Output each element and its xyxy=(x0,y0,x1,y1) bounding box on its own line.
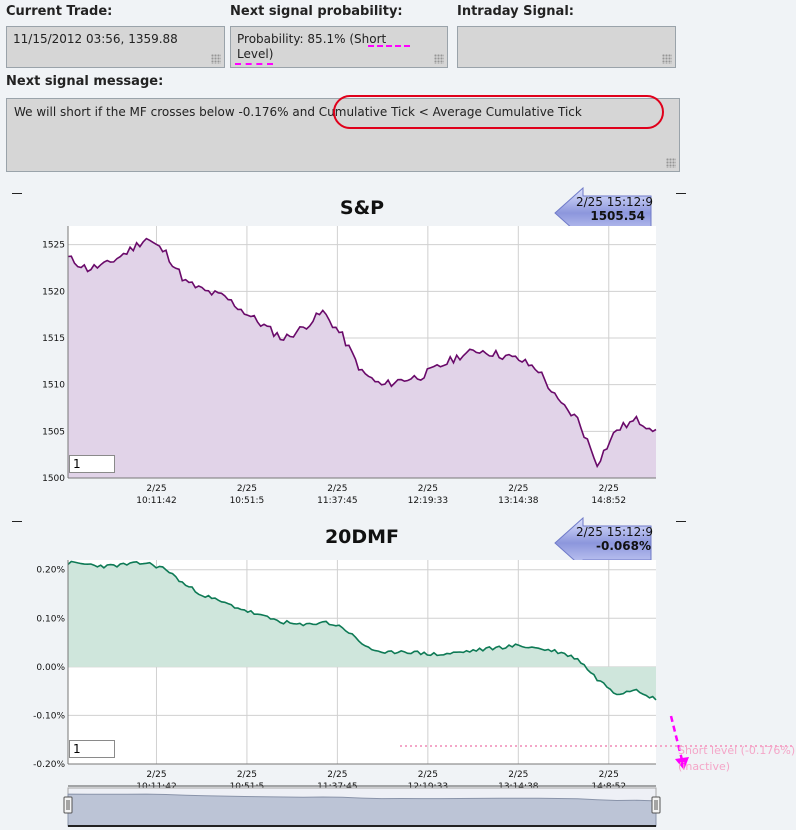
mf-series-line xyxy=(67,560,657,701)
probability-suffix: ) xyxy=(268,47,274,61)
mf-x-tick-time: 13:14:38 xyxy=(498,782,539,792)
mf-collapse-right-icon[interactable] xyxy=(676,521,686,522)
sp-x-tick-date: 2/25 xyxy=(508,484,528,494)
mf-chart-title: 20DMF xyxy=(324,526,400,548)
mf-x-tick-time: 10:51:5 xyxy=(230,782,265,792)
sp-area-fill xyxy=(68,238,656,478)
intraday-signal-field[interactable] xyxy=(457,26,676,68)
mf-x-tick-time: 11:37:45 xyxy=(317,782,357,792)
navigator-left-handle[interactable] xyxy=(63,796,73,814)
sp-y-tick-label: 1525 xyxy=(42,241,65,251)
sp-y-tick-label: 1500 xyxy=(42,474,65,484)
mf-x-tick-date: 2/25 xyxy=(146,770,166,780)
sp-y-tick-label: 1520 xyxy=(42,287,65,297)
resize-grip-icon[interactable] xyxy=(211,54,221,64)
sp-range-input[interactable] xyxy=(69,455,115,473)
sp-y-tick-label: 1515 xyxy=(42,334,65,344)
sp-x-tick-time: 14:8:52 xyxy=(591,496,626,506)
short-underline-annotation xyxy=(368,45,410,47)
probability-prefix: Probability: 85.1% ( xyxy=(237,32,355,46)
sp-x-tick-date: 2/25 xyxy=(237,484,257,494)
mf-collapse-left-icon[interactable] xyxy=(12,521,22,522)
mf-y-tick-label: 0.10% xyxy=(36,614,65,624)
mf-y-tick-label: -0.10% xyxy=(33,711,65,721)
mf-x-tick-date: 2/25 xyxy=(508,770,528,780)
mf-range-input[interactable] xyxy=(69,740,115,758)
sp-chart-title: S&P xyxy=(339,197,385,219)
next-signal-probability-field[interactable]: Probability: 85.1% (Short Level) xyxy=(230,26,448,68)
mf-badge-time: 2/25 15:12:9 xyxy=(575,525,653,539)
mf-area-fill xyxy=(68,561,656,700)
navigator-series-area xyxy=(67,793,657,827)
mf-badge-value: -0.068% xyxy=(596,539,651,553)
mf-x-tick-time: 12:19:33 xyxy=(408,782,448,792)
mf-x-tick-date: 2/25 xyxy=(599,770,619,780)
short-level-annotation-line1: Short level (-0.176%) xyxy=(678,744,796,757)
sp-x-tick-date: 2/25 xyxy=(418,484,438,494)
next-signal-probability-label: Next signal probability: xyxy=(230,4,403,19)
sp-x-tick-date: 2/25 xyxy=(599,484,619,494)
highlight-ellipse-annotation xyxy=(333,95,664,129)
sp-y-tick-label: 1510 xyxy=(42,381,65,391)
probability-short-word: Short xyxy=(354,32,387,46)
mf-value-badge: 2/25 15:12:9 -0.068% xyxy=(553,516,653,570)
sp-collapse-right-icon[interactable] xyxy=(676,193,686,194)
mf-x-tick-time: 14:8:52 xyxy=(591,782,626,792)
sp-badge-value: 1505.54 xyxy=(590,209,645,223)
current-trade-field[interactable]: 11/15/2012 03:56, 1359.88 xyxy=(6,26,225,68)
signal-message-part1: We will short if the MF crosses below -0… xyxy=(14,105,293,119)
mf-x-tick-date: 2/25 xyxy=(418,770,438,780)
sp-x-tick-date: 2/25 xyxy=(327,484,347,494)
sp-badge-time: 2/25 15:12:9 xyxy=(575,195,653,209)
resize-grip-icon[interactable] xyxy=(662,54,672,64)
sp-x-tick-time: 13:14:38 xyxy=(498,496,539,506)
short-level-annotation-line2: (inactive) xyxy=(678,760,731,773)
level-underline-annotation xyxy=(235,63,273,65)
navigator-right-handle[interactable] xyxy=(651,796,661,814)
mf-y-tick-label: -0.20% xyxy=(33,760,65,770)
sp-y-tick-label: 1505 xyxy=(42,427,65,437)
intraday-signal-label: Intraday Signal: xyxy=(457,4,574,19)
navigator-background xyxy=(67,787,657,827)
next-signal-message-label: Next signal message: xyxy=(6,74,164,89)
sp-plot-area xyxy=(68,226,656,478)
mf-plot-area xyxy=(68,560,656,764)
mf-x-tick-date: 2/25 xyxy=(327,770,347,780)
resize-grip-icon[interactable] xyxy=(434,54,444,64)
resize-grip-icon[interactable] xyxy=(666,158,676,168)
sp-x-tick-time: 10:51:5 xyxy=(230,496,265,506)
sp-x-tick-time: 12:19:33 xyxy=(408,496,448,506)
sp-series-line xyxy=(67,237,657,469)
mf-y-tick-label: 0.20% xyxy=(36,566,65,576)
mf-y-tick-label: 0.00% xyxy=(36,663,65,673)
sp-x-tick-time: 11:37:45 xyxy=(317,496,357,506)
sp-collapse-left-icon[interactable] xyxy=(12,193,22,194)
probability-level-word: Level xyxy=(237,47,269,61)
mf-x-tick-date: 2/25 xyxy=(237,770,257,780)
current-trade-label: Current Trade: xyxy=(6,4,113,19)
sp-value-badge: 2/25 15:12:9 1505.54 xyxy=(553,186,653,240)
sp-x-tick-date: 2/25 xyxy=(146,484,166,494)
mf-x-tick-time: 10:11:42 xyxy=(136,782,176,792)
current-trade-value: 11/15/2012 03:56, 1359.88 xyxy=(13,32,178,46)
signal-message-part2: and Cumulative Tick < Average Cumulative… xyxy=(292,105,582,119)
sp-x-tick-time: 10:11:42 xyxy=(136,496,176,506)
